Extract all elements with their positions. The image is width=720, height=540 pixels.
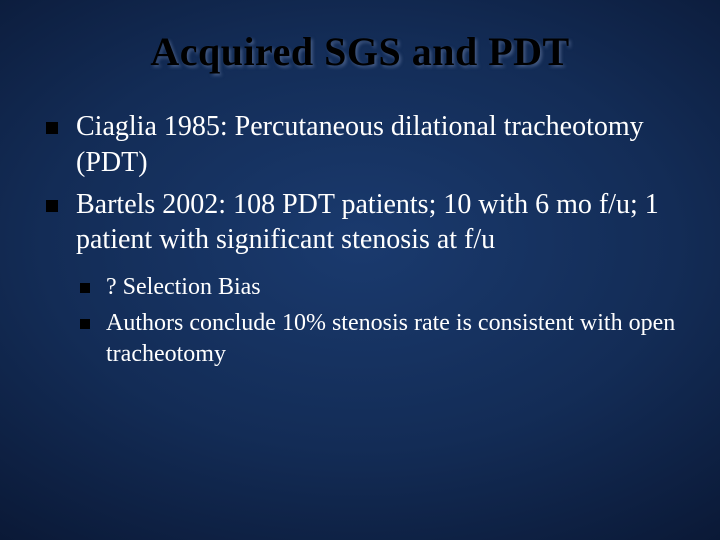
sub-bullet-text: Authors conclude 10% stenosis rate is co… bbox=[106, 310, 675, 367]
sub-bullet-list: ? Selection Bias Authors conclude 10% st… bbox=[40, 272, 680, 370]
sub-bullet-text: ? Selection Bias bbox=[106, 274, 261, 300]
bullet-item: Bartels 2002: 108 PDT patients; 10 with … bbox=[40, 187, 680, 259]
bullet-text: Bartels 2002: 108 PDT patients; 10 with … bbox=[76, 189, 659, 256]
sub-bullet-item: Authors conclude 10% stenosis rate is co… bbox=[76, 308, 680, 370]
slide: Acquired SGS and PDT Ciaglia 1985: Percu… bbox=[0, 0, 720, 540]
bullet-item: Ciaglia 1985: Percutaneous dilational tr… bbox=[40, 109, 680, 181]
bullet-text: Ciaglia 1985: Percutaneous dilational tr… bbox=[76, 111, 644, 178]
slide-title: Acquired SGS and PDT bbox=[40, 28, 680, 75]
sub-bullet-item: ? Selection Bias bbox=[76, 272, 680, 303]
main-bullet-list: Ciaglia 1985: Percutaneous dilational tr… bbox=[40, 109, 680, 258]
